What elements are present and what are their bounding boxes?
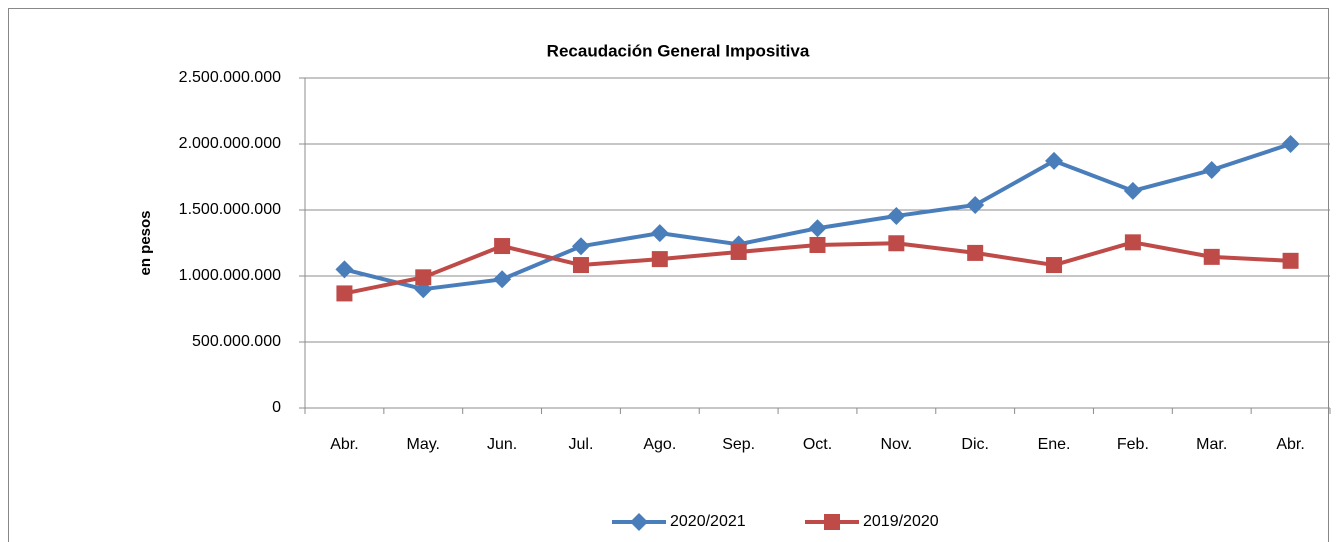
square-marker — [730, 243, 747, 260]
y-tick-label: 0 — [272, 399, 281, 416]
square-marker — [1124, 234, 1141, 251]
square-marker — [809, 236, 826, 253]
x-tick-label: Sep. — [722, 436, 755, 453]
square-marker — [967, 244, 984, 261]
y-tick-label: 2.500.000.000 — [179, 69, 281, 86]
diamond-marker — [493, 270, 512, 289]
square-marker — [415, 269, 432, 286]
x-tick-label: Abr. — [1276, 436, 1304, 453]
chart-frame — [8, 8, 1329, 542]
square-marker — [824, 514, 840, 530]
x-tick-label: May. — [407, 436, 440, 453]
x-tick-label: Oct. — [803, 436, 832, 453]
x-tick-label: Nov. — [880, 436, 912, 453]
square-marker — [888, 235, 905, 252]
series-line — [343, 142, 1292, 292]
y-tick-label: 1.000.000.000 — [179, 267, 281, 284]
diamond-marker — [1045, 151, 1064, 170]
x-tick-label: Ago. — [643, 436, 676, 453]
diamond-marker — [887, 206, 906, 225]
diamond-marker — [335, 260, 354, 279]
y-tick-label: 500.000.000 — [192, 333, 281, 350]
legend-label: 2020/2021 — [670, 513, 746, 530]
square-marker — [1282, 252, 1299, 269]
diamond-marker — [1123, 181, 1142, 200]
y-axis-label: en pesos — [137, 210, 154, 275]
y-tick-label: 2.000.000.000 — [179, 135, 281, 152]
diamond-marker — [650, 224, 669, 243]
diamond-marker — [571, 237, 590, 256]
square-marker — [1046, 257, 1063, 274]
diamond-marker — [966, 195, 985, 214]
diamond-marker — [808, 219, 827, 238]
square-marker — [336, 285, 353, 302]
x-tick-label: Abr. — [330, 436, 358, 453]
square-marker — [572, 257, 589, 274]
diamond-marker — [1202, 161, 1221, 180]
square-marker — [1203, 248, 1220, 265]
square-marker — [494, 238, 511, 255]
x-tick-label: Ene. — [1038, 436, 1071, 453]
x-tick-label: Jul. — [569, 436, 594, 453]
x-tick-label: Mar. — [1196, 436, 1227, 453]
x-tick-label: Jun. — [487, 436, 517, 453]
y-tick-label: 1.500.000.000 — [179, 201, 281, 218]
diamond-marker — [1281, 135, 1300, 153]
legend-label: 2019/2020 — [863, 513, 939, 530]
chart-title: Recaudación General Impositiva — [547, 41, 810, 60]
square-marker — [651, 251, 668, 268]
diamond-marker — [630, 513, 648, 531]
x-tick-label: Dic. — [961, 436, 989, 453]
x-tick-label: Feb. — [1117, 436, 1149, 453]
